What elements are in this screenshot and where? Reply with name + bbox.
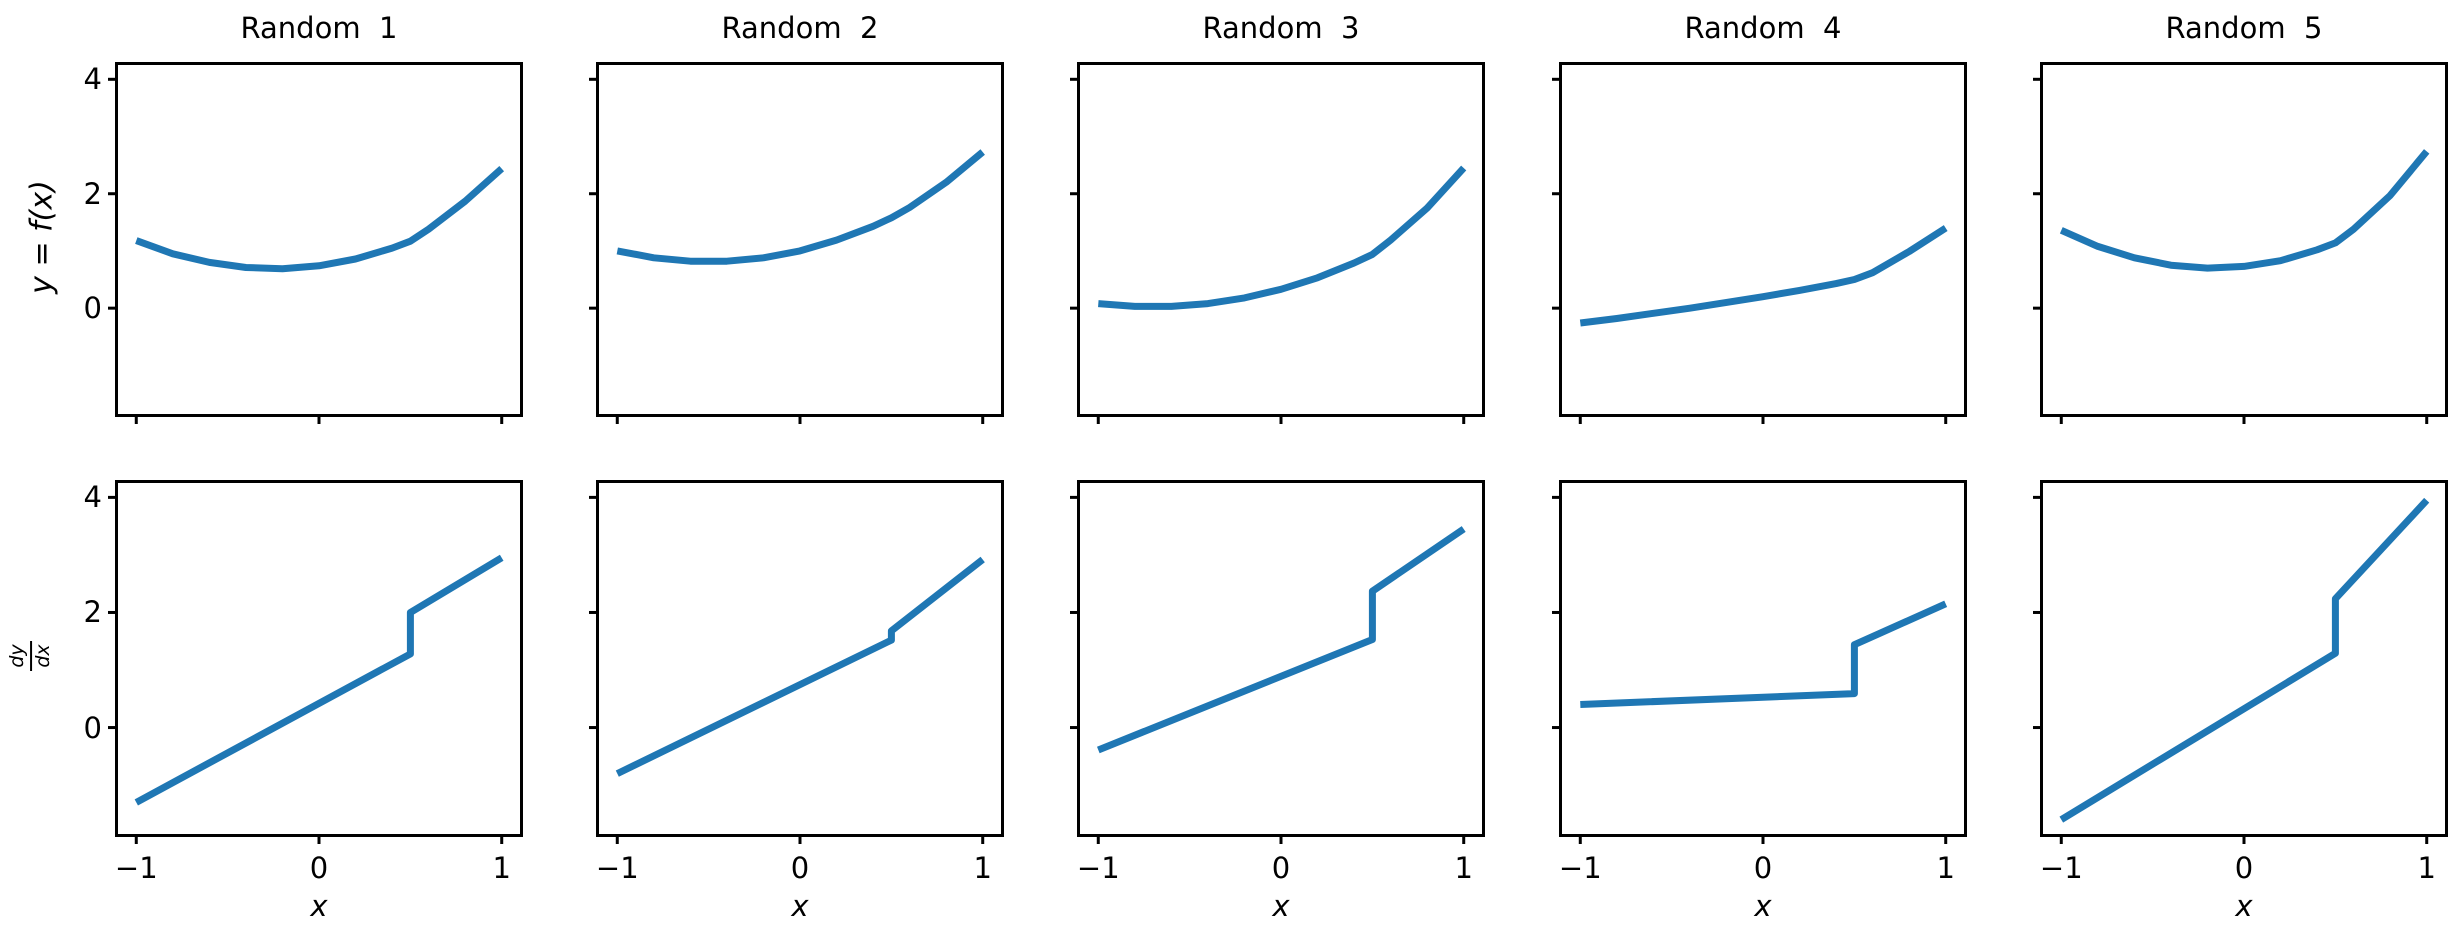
plot-area xyxy=(108,495,504,844)
y-tick-label: 4 xyxy=(83,62,102,97)
subplot-title-1: Random 1 xyxy=(240,11,398,45)
dfdx-curve xyxy=(1580,600,1948,708)
dfdx-denominator: dx xyxy=(32,644,54,668)
x-axis-label-4: x xyxy=(1754,889,1772,923)
x-tick-label: 0 xyxy=(2234,851,2254,885)
axes-dfdx-random-2: −1 0 1 xyxy=(589,480,1004,885)
subplot-title-3: Random 3 xyxy=(1202,11,1360,45)
subplot-title-5: Random 5 xyxy=(2165,11,2323,45)
x-tick-label: −1 xyxy=(2039,851,2083,885)
dfdx-curve xyxy=(1096,526,1466,754)
axes-dfdx-random-5: −1 0 1 xyxy=(2033,480,2448,885)
y-tick-label: 2 xyxy=(83,595,102,630)
plot-area xyxy=(2033,495,2430,844)
axes-f-random-4 xyxy=(1552,62,1967,424)
plot-area xyxy=(589,77,985,424)
plot-area xyxy=(108,77,505,424)
f-curve xyxy=(135,165,505,273)
dfdx-curve xyxy=(615,556,985,777)
axes-f-random-1: 4 2 0 xyxy=(84,62,523,424)
x-tick-label: 1 xyxy=(973,851,992,885)
f-curve xyxy=(1579,225,1948,327)
f-curve xyxy=(2059,149,2430,272)
dfdx-numerator: dy xyxy=(6,644,29,668)
x-tick-label: 0 xyxy=(1271,851,1291,885)
plot-area xyxy=(1552,495,1948,844)
x-tick-label: 0 xyxy=(1753,851,1773,885)
x-tick-label: −1 xyxy=(1558,851,1602,885)
subplot-title-2: Random 2 xyxy=(721,11,879,45)
axes-f-random-2 xyxy=(589,62,1004,424)
f-curve xyxy=(1098,165,1467,310)
dfdx-curve xyxy=(134,554,504,806)
subplot-title-4: Random 4 xyxy=(1684,11,1842,45)
dfdx-curve xyxy=(2059,497,2430,823)
x-axis-label-2: x xyxy=(791,889,809,923)
x-axis-label-1: x xyxy=(310,889,328,923)
x-tick-label: 1 xyxy=(492,851,511,885)
axes-f-random-5 xyxy=(2033,62,2448,424)
x-tick-label: −1 xyxy=(114,851,158,885)
x-tick-label: 1 xyxy=(2417,851,2436,885)
y-tick-label: 2 xyxy=(83,176,102,211)
x-tick-label: −1 xyxy=(1076,851,1120,885)
f-curve xyxy=(616,149,985,265)
x-axis-label-5: x xyxy=(2235,889,2253,923)
x-tick-label: 0 xyxy=(790,851,810,885)
axes-f-random-3 xyxy=(1070,62,1485,424)
plot-area xyxy=(1552,77,1948,424)
y-tick-label: 0 xyxy=(83,291,102,326)
x-tick-label: 1 xyxy=(1454,851,1473,885)
axes-dfdx-random-4: −1 0 1 xyxy=(1552,480,1967,885)
x-tick-label: 0 xyxy=(309,851,329,885)
plot-area xyxy=(2033,77,2430,424)
x-tick-label: 1 xyxy=(1936,851,1955,885)
axes-dfdx-random-1: 4 2 0 −1 0 1 xyxy=(84,480,523,885)
y-axis-label-dfdx: dy dx xyxy=(6,641,54,671)
plot-area xyxy=(1070,77,1467,424)
x-tick-label: −1 xyxy=(595,851,639,885)
x-axis-label-3: x xyxy=(1272,889,1290,923)
y-tick-label: 4 xyxy=(83,480,102,515)
axes-dfdx-random-3: −1 0 1 xyxy=(1070,480,1485,885)
plot-area xyxy=(589,495,985,844)
y-tick-label: 0 xyxy=(83,710,102,745)
plot-area xyxy=(1070,495,1466,844)
